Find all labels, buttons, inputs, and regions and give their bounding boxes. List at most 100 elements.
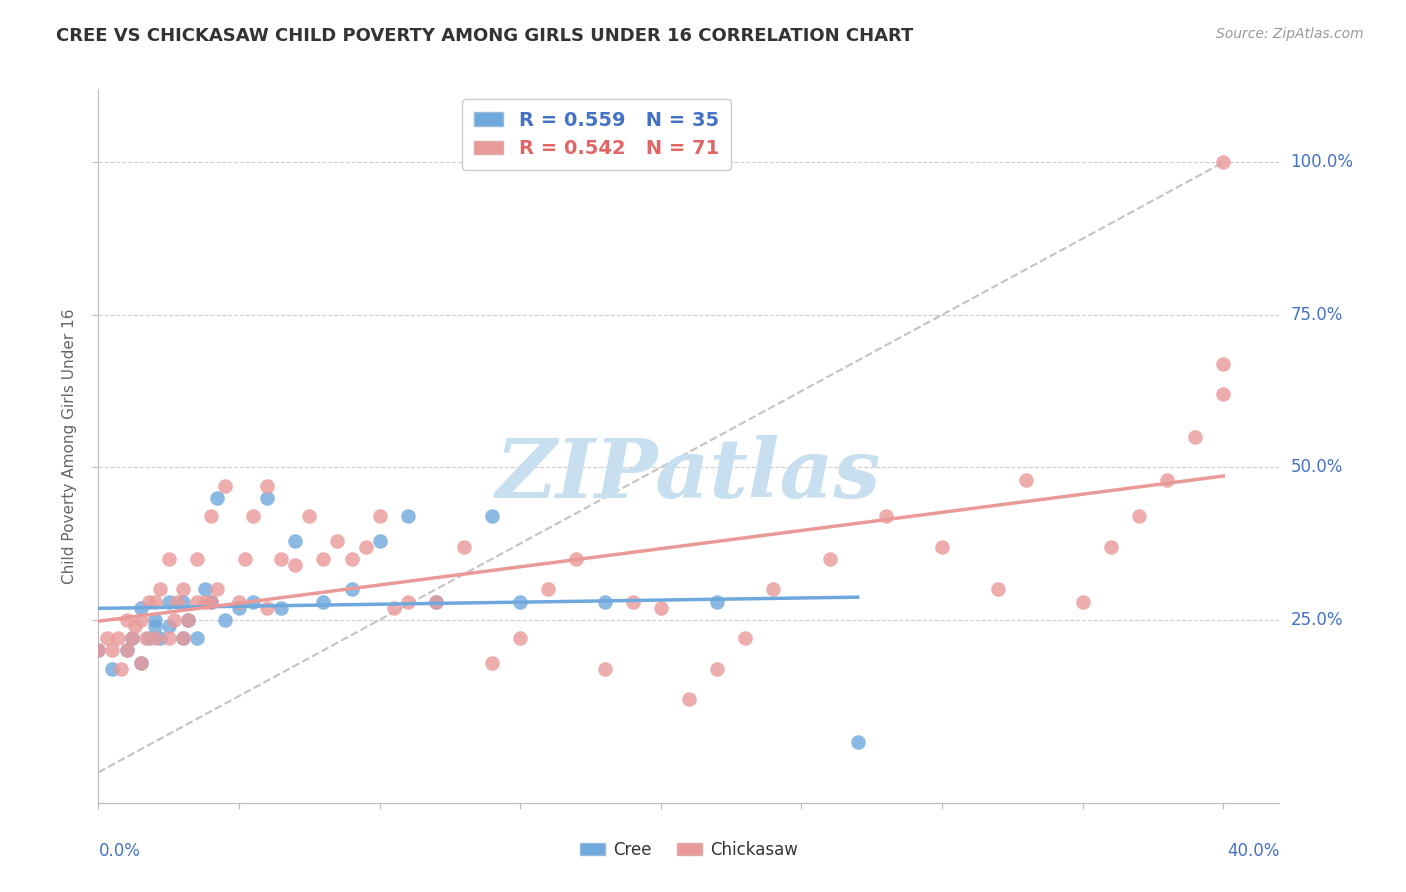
Point (298, 509, 321, 524)
Point (200, 594, 222, 608)
Point (846, 735, 869, 749)
Point (233, 551, 256, 566)
Point (1015, 473, 1038, 487)
Point (481, 509, 503, 524)
Point (186, 551, 208, 566)
Point (931, 540, 953, 554)
Point (256, 491, 278, 505)
Point (205, 491, 228, 505)
Point (129, 656, 152, 670)
Point (186, 631, 208, 645)
Point (565, 551, 588, 566)
Text: CREE VS CHICKASAW CHILD POVERTY AMONG GIRLS UNDER 16 CORRELATION CHART: CREE VS CHICKASAW CHILD POVERTY AMONG GI… (56, 27, 914, 45)
Point (129, 656, 152, 670)
Point (186, 594, 208, 608)
Point (121, 631, 143, 645)
Point (101, 662, 124, 676)
Text: 40.0%: 40.0% (1227, 842, 1279, 860)
Point (312, 551, 335, 566)
Point (200, 509, 222, 524)
Point (621, 594, 644, 608)
Text: 0.0%: 0.0% (98, 842, 141, 860)
Point (818, 551, 841, 566)
Point (678, 692, 700, 706)
Point (129, 613, 152, 627)
Point (177, 613, 200, 627)
Point (115, 643, 138, 657)
Point (481, 656, 503, 670)
Point (115, 613, 138, 627)
Point (1212, 155, 1234, 169)
Point (129, 600, 152, 615)
Point (143, 594, 166, 608)
Point (87, 643, 110, 657)
Point (194, 594, 217, 608)
Point (149, 582, 172, 597)
Point (101, 643, 124, 657)
Point (382, 600, 405, 615)
Point (172, 631, 194, 645)
Point (340, 551, 363, 566)
Point (205, 582, 228, 597)
Point (284, 558, 307, 572)
Point (1099, 540, 1122, 554)
Point (135, 631, 157, 645)
Point (157, 594, 180, 608)
Point (177, 613, 200, 627)
Point (228, 594, 250, 608)
Point (166, 594, 188, 608)
Point (138, 594, 160, 608)
Point (172, 631, 194, 645)
Point (194, 582, 217, 597)
Point (110, 662, 132, 676)
Point (121, 631, 143, 645)
Point (107, 631, 129, 645)
Text: 25.0%: 25.0% (1291, 611, 1343, 629)
Point (157, 631, 180, 645)
Point (1071, 594, 1094, 608)
Point (242, 509, 264, 524)
Point (593, 594, 616, 608)
Point (312, 594, 335, 608)
Point (157, 551, 180, 566)
Point (1212, 387, 1234, 401)
Point (284, 533, 307, 548)
Point (326, 533, 349, 548)
Point (256, 478, 278, 492)
Text: 50.0%: 50.0% (1291, 458, 1343, 476)
Point (242, 594, 264, 608)
Point (368, 533, 391, 548)
Point (163, 613, 186, 627)
Y-axis label: Child Poverty Among Girls Under 16: Child Poverty Among Girls Under 16 (62, 309, 77, 583)
Point (143, 631, 166, 645)
Point (537, 582, 560, 597)
Point (425, 594, 447, 608)
Point (396, 509, 419, 524)
Text: ZIPatlas: ZIPatlas (496, 434, 882, 515)
Point (1212, 357, 1234, 371)
Point (228, 600, 250, 615)
Point (270, 600, 292, 615)
Point (396, 594, 419, 608)
Legend: Cree, Chickasaw: Cree, Chickasaw (574, 835, 804, 866)
Point (706, 662, 728, 676)
Point (1184, 430, 1206, 444)
Point (425, 594, 447, 608)
Point (256, 600, 278, 615)
Point (1128, 509, 1150, 524)
Point (172, 582, 194, 597)
Text: Source: ZipAtlas.com: Source: ZipAtlas.com (1216, 27, 1364, 41)
Point (509, 594, 531, 608)
Point (650, 600, 672, 615)
Text: 100.0%: 100.0% (1291, 153, 1354, 171)
Point (143, 613, 166, 627)
Text: 75.0%: 75.0% (1291, 306, 1343, 324)
Point (706, 594, 728, 608)
Point (96, 631, 118, 645)
Point (762, 582, 785, 597)
Point (368, 509, 391, 524)
Point (734, 631, 756, 645)
Point (354, 540, 377, 554)
Point (214, 613, 236, 627)
Point (138, 631, 160, 645)
